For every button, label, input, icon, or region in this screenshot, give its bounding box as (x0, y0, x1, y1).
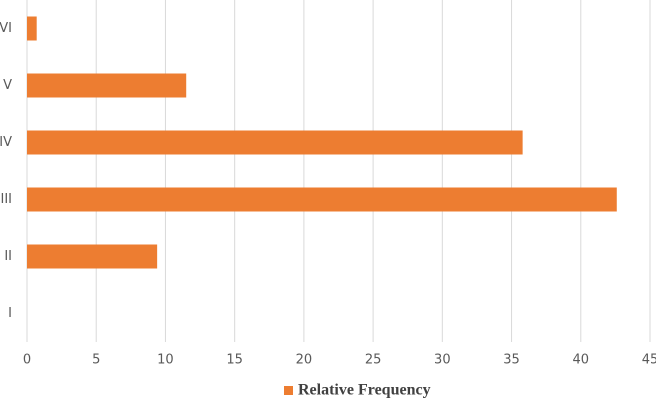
y-tick-label: III (0, 192, 12, 207)
x-tick-label: 10 (157, 353, 174, 368)
y-tick-label: II (4, 249, 12, 264)
bar (27, 130, 523, 155)
y-tick-label: VI (0, 21, 12, 36)
x-tick-label: 40 (573, 353, 590, 368)
bar (27, 187, 617, 212)
x-tick-label: 45 (642, 353, 656, 368)
x-tick-label: 30 (434, 353, 451, 368)
bar (27, 73, 187, 98)
bar (27, 244, 158, 269)
y-tick-label: I (8, 306, 12, 321)
x-tick-label: 20 (296, 353, 313, 368)
x-tick-label: 5 (92, 353, 100, 368)
bar (27, 16, 37, 41)
x-tick-label: 35 (503, 353, 520, 368)
x-tick-label: 15 (226, 353, 243, 368)
legend-swatch (284, 386, 293, 395)
x-tick-label: 25 (365, 353, 382, 368)
y-tick-label: V (3, 78, 12, 93)
legend-label: Relative Frequency (298, 382, 431, 399)
x-tick-label: 0 (23, 353, 31, 368)
y-tick-label: IV (0, 135, 12, 150)
